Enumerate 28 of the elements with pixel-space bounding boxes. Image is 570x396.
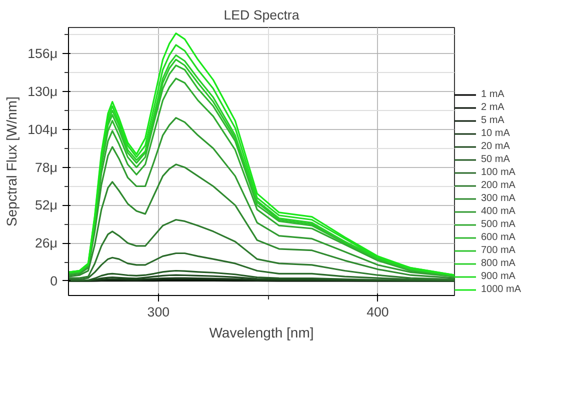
legend-label: 800 mA [481,258,516,269]
y-axis-title: Sepctral Flux [W/nm] [4,96,20,226]
x-tick-label: 300 [147,304,170,320]
chart-title: LED Spectra [224,8,300,22]
legend-label: 100 mA [481,167,516,178]
y-tick-label: 52μ [34,198,58,213]
x-tick-label: 400 [366,304,389,320]
legend-label: 400 mA [481,206,516,217]
legend-label: 2 mA [481,102,504,113]
x-axis-title: Wavelength [nm] [209,324,314,340]
legend-label: 600 mA [481,232,516,243]
legend-label: 1 mA [481,89,504,100]
legend-label: 200 mA [481,180,516,191]
legend-label: 300 mA [481,193,516,204]
y-tick-label: 26μ [34,236,58,251]
y-tick-label: 130μ [28,84,58,100]
y-tick-label: 78μ [34,160,58,175]
y-tick-label: 156μ [28,46,58,62]
legend-label: 500 mA [481,219,516,230]
legend-label: 1000 mA [481,284,522,295]
legend-label: 5 mA [481,115,504,126]
legend-label: 50 mA [481,154,510,165]
legend-label: 10 mA [481,128,510,139]
y-tick-label: 0 [50,273,58,288]
y-tick-label: 104μ [28,122,58,137]
legend-label: 20 mA [481,141,510,152]
legend-label: 900 mA [481,271,516,282]
legend-label: 700 mA [481,245,516,256]
